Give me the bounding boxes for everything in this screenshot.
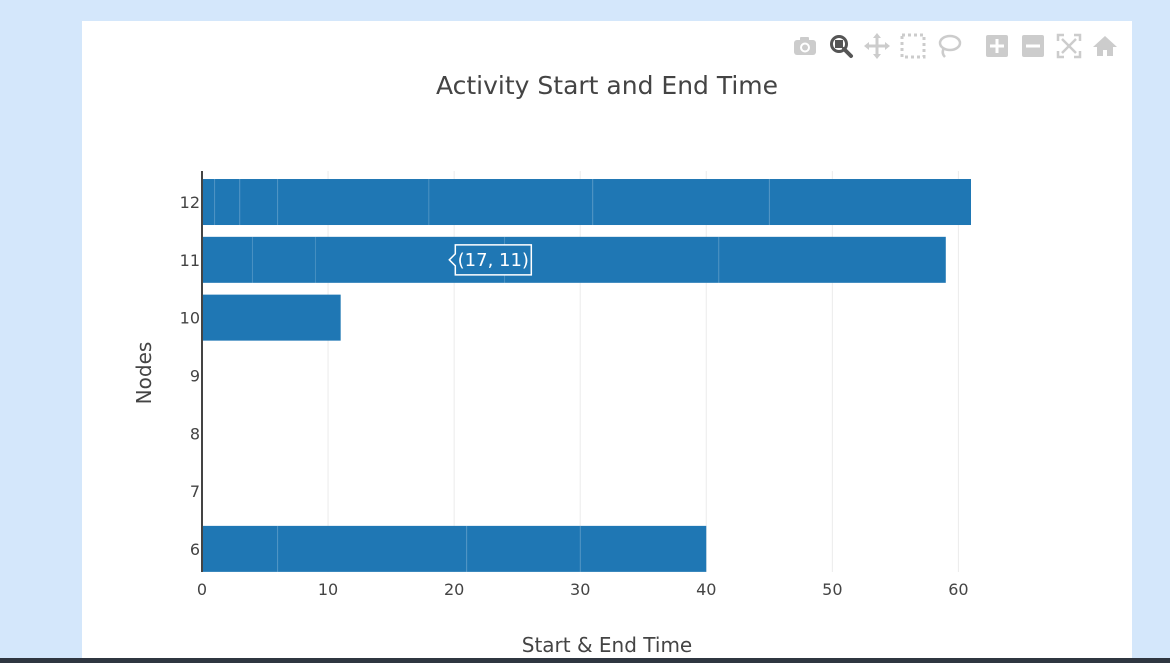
- x-tick-label: 30: [570, 580, 590, 599]
- x-tick-label: 10: [318, 580, 338, 599]
- y-tick-label: 6: [190, 540, 200, 559]
- bar-segment-node-11[interactable]: [504, 236, 719, 283]
- bottom-bar: [0, 658, 1170, 663]
- bar-segment-node-12[interactable]: [239, 179, 278, 226]
- zoom-icon[interactable]: [828, 33, 854, 59]
- reset-axes-icon[interactable]: [1092, 33, 1118, 59]
- bar-segment-node-12[interactable]: [202, 179, 215, 226]
- bar-segment-node-12[interactable]: [428, 179, 593, 226]
- bar-segment-node-11[interactable]: [202, 236, 253, 283]
- y-axis-title: Nodes: [132, 341, 156, 405]
- pan-icon[interactable]: [864, 33, 890, 59]
- bar-segment-node-12[interactable]: [214, 179, 240, 226]
- y-tick-label: 7: [190, 482, 200, 501]
- bar-segment-node-11[interactable]: [252, 236, 316, 283]
- bar-segment-node-6[interactable]: [466, 525, 581, 572]
- plot-area[interactable]: 0 10 20 30 40 50 60 6 7 8 9 10 11 12 (17, 11): [82, 21, 1132, 621]
- box-select-icon[interactable]: [900, 33, 926, 59]
- modebar: [782, 33, 1118, 59]
- x-tick-label: 20: [444, 580, 464, 599]
- bar-segment-node-10[interactable]: [202, 294, 341, 341]
- y-tick-label: 11: [180, 251, 200, 270]
- camera-icon[interactable]: [792, 33, 818, 59]
- bar-segment-node-12[interactable]: [769, 179, 971, 226]
- x-tick-label: 0: [197, 580, 207, 599]
- bar-segment-node-12[interactable]: [592, 179, 770, 226]
- x-tick-label: 40: [696, 580, 716, 599]
- y-tick-label: 12: [180, 193, 200, 212]
- zoom-out-icon[interactable]: [1020, 33, 1046, 59]
- x-tick-label: 60: [948, 580, 968, 599]
- y-tick-label: 10: [180, 309, 200, 328]
- y-tick-label: 8: [190, 424, 200, 443]
- x-axis-title: Start & End Time: [521, 633, 693, 657]
- hover-tooltip-text: (17, 11): [458, 250, 529, 271]
- hover-tooltip: [448, 244, 533, 276]
- zoom-in-icon[interactable]: [984, 33, 1010, 59]
- bar-segment-node-11[interactable]: [718, 236, 946, 283]
- bar-segment-node-6[interactable]: [277, 525, 467, 572]
- x-tick-label: 50: [822, 580, 842, 599]
- chart-title: Activity Start and End Time: [435, 71, 779, 100]
- bar-segment-node-12[interactable]: [277, 179, 429, 226]
- lasso-select-icon[interactable]: [936, 33, 962, 59]
- bar-segment-node-6[interactable]: [580, 525, 707, 572]
- bar-segment-node-6[interactable]: [202, 525, 278, 572]
- autoscale-icon[interactable]: [1056, 33, 1082, 59]
- chart-card: Activity Start and End Time 0 10 20 30 40 50 6…: [82, 21, 1132, 663]
- y-tick-label: 9: [190, 366, 200, 385]
